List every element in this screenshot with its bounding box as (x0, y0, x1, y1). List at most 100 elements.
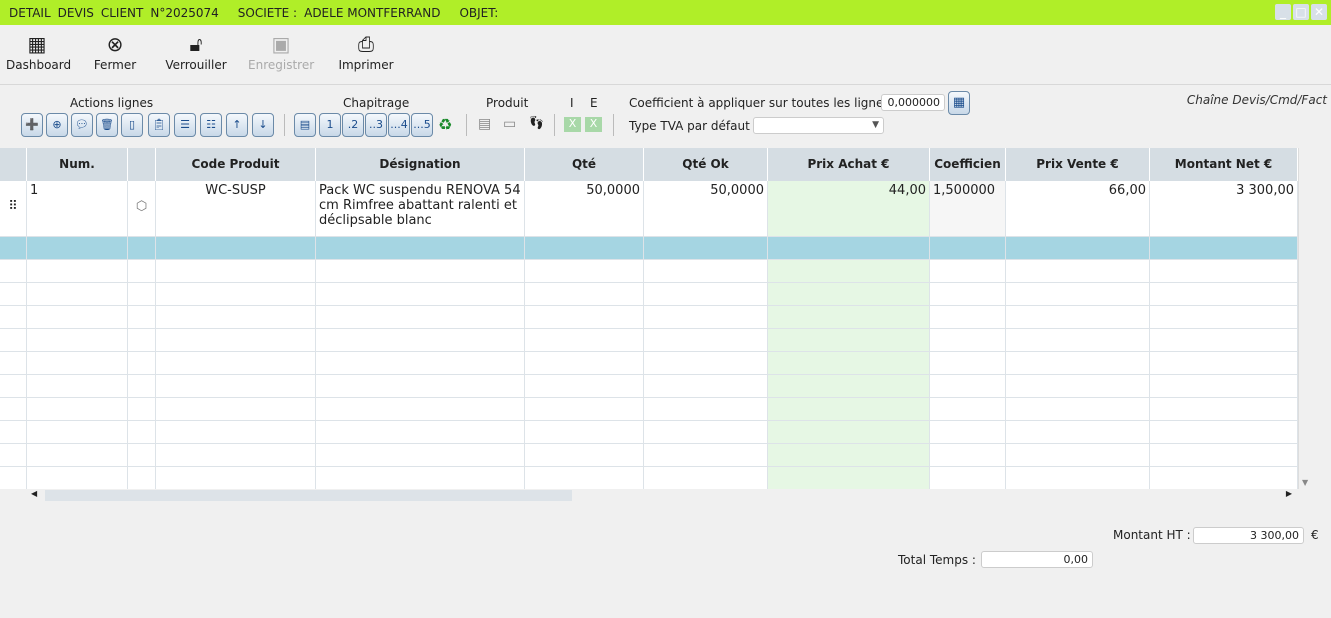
empty-cell[interactable] (1150, 306, 1298, 329)
empty-cell[interactable] (644, 398, 768, 421)
empty-cell[interactable] (768, 352, 930, 375)
empty-cell[interactable] (156, 260, 316, 283)
product-box-icon[interactable]: ⬡ (128, 181, 156, 237)
empty-cell[interactable] (1006, 375, 1150, 398)
empty-cell[interactable] (27, 375, 128, 398)
empty-cell[interactable] (768, 260, 930, 283)
empty-cell[interactable] (128, 352, 156, 375)
empty-cell[interactable] (316, 421, 525, 444)
vertical-scrollbar[interactable]: ▼ (1298, 148, 1314, 489)
folder-icon[interactable]: ▭ (503, 116, 517, 132)
empty-cell[interactable] (525, 444, 644, 467)
empty-cell[interactable] (156, 421, 316, 444)
empty-cell[interactable] (525, 467, 644, 489)
empty-cell[interactable] (930, 398, 1006, 421)
cell-designation[interactable]: Pack WC suspendu RENOVA 54 cm Rimfree ab… (316, 181, 525, 237)
empty-cell[interactable] (1006, 444, 1150, 467)
empty-cell[interactable] (0, 306, 27, 329)
tva-select[interactable]: ▼ (753, 117, 884, 134)
empty-cell[interactable] (644, 306, 768, 329)
empty-cell[interactable] (128, 260, 156, 283)
chapter-button[interactable]: ▤ (294, 113, 316, 137)
empty-cell[interactable] (27, 260, 128, 283)
empty-cell[interactable] (1006, 306, 1150, 329)
close-window-button[interactable]: ✕ (1311, 4, 1327, 20)
empty-cell[interactable] (156, 306, 316, 329)
empty-cell[interactable] (1150, 444, 1298, 467)
recycle-icon[interactable]: ♻ (438, 115, 453, 134)
level-3-button[interactable]: ..3 (365, 113, 387, 137)
column-header-num[interactable]: Num. (27, 148, 128, 181)
empty-cell[interactable] (128, 306, 156, 329)
empty-cell[interactable] (1006, 237, 1150, 260)
drag-handle-icon[interactable]: ⠿ (0, 181, 27, 237)
empty-cell[interactable] (1150, 421, 1298, 444)
empty-cell[interactable] (644, 421, 768, 444)
minimize-button[interactable]: _ (1275, 4, 1291, 20)
empty-cell[interactable] (156, 467, 316, 489)
empty-cell[interactable] (1006, 283, 1150, 306)
empty-cell[interactable] (0, 398, 27, 421)
empty-cell[interactable] (316, 375, 525, 398)
empty-cell[interactable] (1006, 329, 1150, 352)
empty-cell[interactable] (316, 306, 525, 329)
empty-cell[interactable] (1006, 398, 1150, 421)
empty-cell[interactable] (0, 283, 27, 306)
outdent-button[interactable]: ☰ (174, 113, 196, 137)
verrouiller-button[interactable]: 🔓︎ Verrouiller (165, 30, 227, 72)
insert-line-button[interactable]: ⊕ (46, 113, 68, 137)
empty-cell[interactable] (930, 329, 1006, 352)
cell-montant[interactable]: 3 300,00 (1150, 181, 1298, 237)
empty-cell[interactable] (316, 398, 525, 421)
column-header-prix-vente[interactable]: Prix Vente € (1006, 148, 1150, 181)
horizontal-scrollbar[interactable]: ◀ ▶ (27, 489, 1298, 502)
empty-cell[interactable] (768, 421, 930, 444)
chaine-link[interactable]: Chaîne Devis/Cmd/Fact (1186, 93, 1327, 107)
comment-button[interactable]: 💬︎ (71, 113, 93, 137)
calculator-button[interactable]: ▦ (948, 91, 970, 115)
empty-cell[interactable] (525, 260, 644, 283)
empty-cell[interactable] (0, 237, 27, 260)
move-down-button[interactable]: ↓ (252, 113, 274, 137)
footprints-icon[interactable]: 👣︎ (528, 116, 545, 131)
empty-cell[interactable] (128, 421, 156, 444)
column-header-qte[interactable]: Qté (525, 148, 644, 181)
empty-cell[interactable] (644, 283, 768, 306)
empty-cell[interactable] (128, 329, 156, 352)
empty-cell[interactable] (1150, 467, 1298, 489)
empty-cell[interactable] (768, 283, 930, 306)
empty-cell[interactable] (930, 283, 1006, 306)
empty-cell[interactable] (156, 237, 316, 260)
empty-cell[interactable] (316, 283, 525, 306)
move-up-button[interactable]: ↑ (226, 113, 248, 137)
empty-cell[interactable] (156, 283, 316, 306)
level-4-button[interactable]: ...4 (388, 113, 410, 137)
empty-cell[interactable] (316, 237, 525, 260)
level-2-button[interactable]: .2 (342, 113, 364, 137)
empty-cell[interactable] (1150, 375, 1298, 398)
dashboard-button[interactable]: ▦ Dashboard (6, 30, 71, 72)
indent-button[interactable]: ☷ (200, 113, 222, 137)
empty-cell[interactable] (1006, 260, 1150, 283)
empty-cell[interactable] (316, 467, 525, 489)
empty-cell[interactable] (316, 260, 525, 283)
cell-prix-vente[interactable]: 66,00 (1006, 181, 1150, 237)
empty-cell[interactable] (644, 260, 768, 283)
empty-cell[interactable] (644, 329, 768, 352)
cell-qte[interactable]: 50,0000 (525, 181, 644, 237)
scroll-thumb[interactable] (45, 490, 572, 501)
empty-cell[interactable] (0, 260, 27, 283)
empty-cell[interactable] (525, 421, 644, 444)
empty-cell[interactable] (1150, 352, 1298, 375)
empty-cell[interactable] (930, 421, 1006, 444)
cell-num[interactable]: 1 (27, 181, 128, 237)
empty-cell[interactable] (27, 352, 128, 375)
empty-cell[interactable] (930, 375, 1006, 398)
empty-cell[interactable] (156, 444, 316, 467)
empty-cell[interactable] (0, 467, 27, 489)
cell-code[interactable]: WC-SUSP (156, 181, 316, 237)
empty-cell[interactable] (768, 237, 930, 260)
empty-cell[interactable] (768, 329, 930, 352)
coef-input[interactable]: 0,000000 (881, 94, 945, 111)
empty-cell[interactable] (27, 306, 128, 329)
